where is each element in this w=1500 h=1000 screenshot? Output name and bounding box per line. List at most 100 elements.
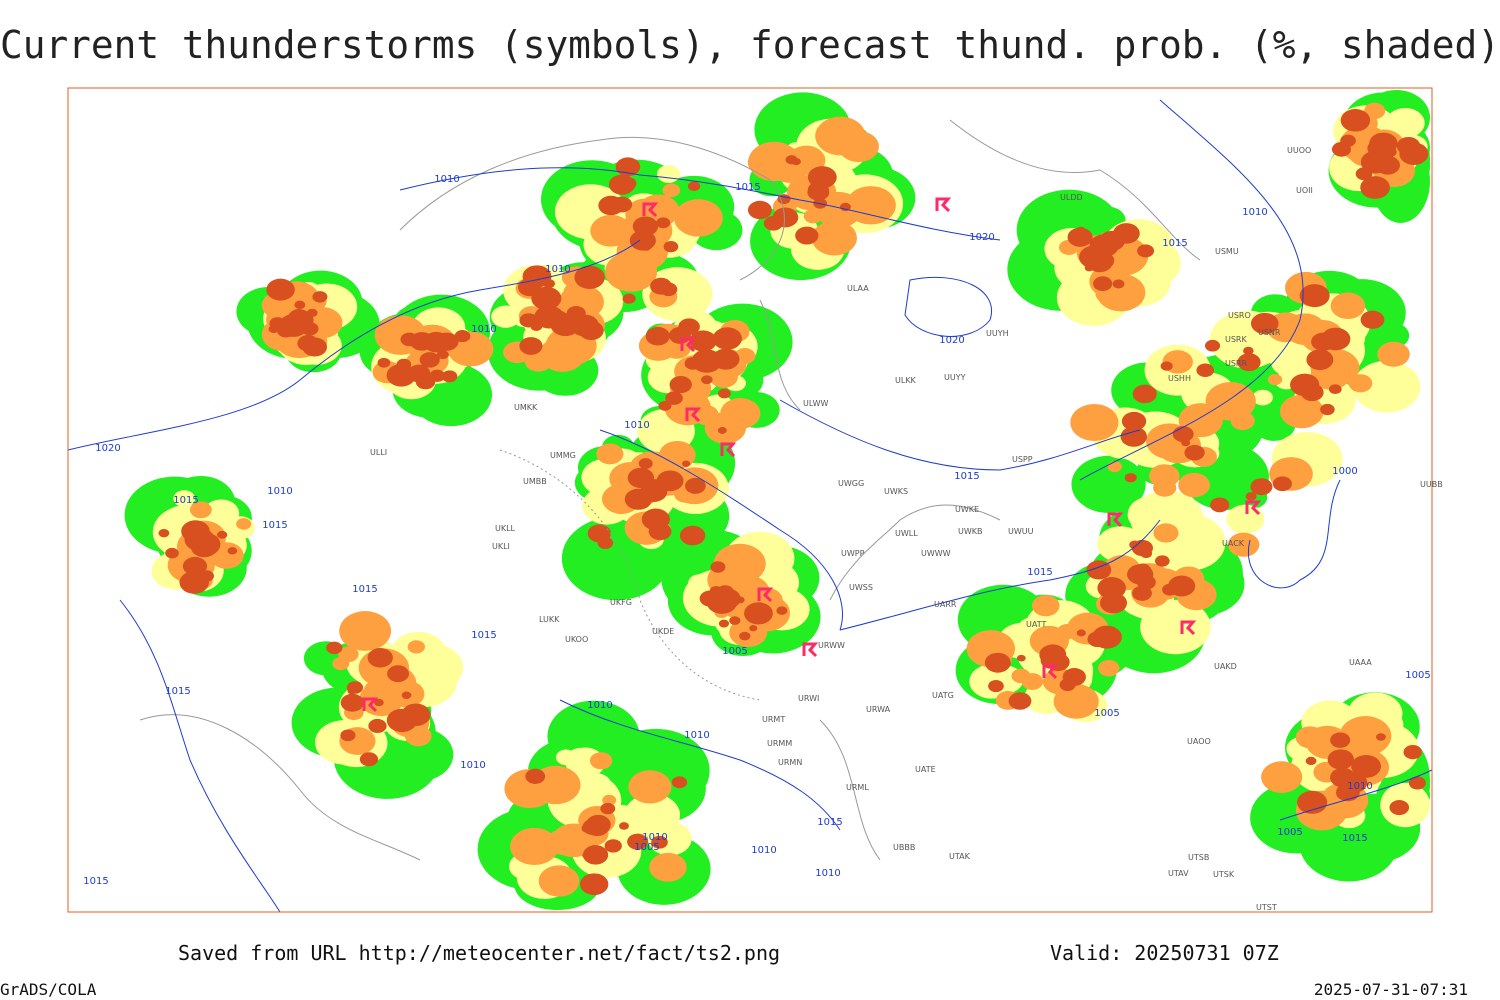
shade-blob: [840, 202, 851, 212]
station-label: UUOO: [1287, 146, 1311, 155]
shade-blob: [401, 691, 412, 700]
shade-blob: [1160, 361, 1173, 371]
isobar: [119, 599, 281, 913]
station-label: UMMG: [550, 451, 576, 460]
isobar: [1079, 99, 1304, 481]
shade-blob: [574, 265, 605, 290]
shade-blob: [402, 652, 435, 677]
shade-blob: [359, 752, 379, 767]
shade-blob: [1346, 777, 1359, 787]
shade-blob: [165, 547, 179, 559]
station-label: UTAV: [1168, 869, 1189, 878]
shade-blob: [649, 852, 687, 882]
shade-blob: [1127, 564, 1154, 585]
station-label: USMU: [1215, 247, 1239, 256]
station-label: USRR: [1225, 359, 1247, 368]
shade-blob: [638, 458, 653, 469]
isobar-label: 1015: [1027, 567, 1052, 578]
shade-blob: [662, 183, 681, 198]
isobar-label: 1020: [95, 443, 120, 454]
shade-blob: [713, 543, 766, 584]
shade-blob: [712, 327, 742, 350]
shade-blob: [346, 681, 364, 694]
probability-shading: [124, 90, 1431, 910]
isobar: [559, 699, 841, 831]
shade-blob: [1267, 374, 1283, 386]
shade-blob: [627, 833, 648, 850]
station-label: UUBB: [1420, 480, 1443, 489]
title: Current thunderstorms (symbols), forecas…: [0, 23, 1500, 67]
shade-blob: [1250, 312, 1279, 335]
shade-blob: [1031, 595, 1060, 617]
shade-blob: [578, 320, 604, 341]
isobar-label: 1015: [471, 630, 496, 641]
storm-symbol: [642, 202, 659, 218]
station-label: UTSB: [1188, 853, 1209, 862]
shade-blob: [674, 199, 723, 237]
isobar: [599, 429, 843, 631]
shade-blob: [419, 352, 440, 368]
shade-blob: [739, 631, 751, 641]
shade-blob: [1306, 349, 1334, 371]
shade-blob: [629, 230, 656, 251]
shade-blob: [374, 698, 384, 707]
shade-blob: [718, 388, 731, 399]
station-label: UAOO: [1187, 737, 1211, 746]
coastline: [759, 299, 801, 411]
shade-blob: [1376, 733, 1386, 741]
shade-blob: [718, 619, 730, 628]
shade-blob: [1328, 384, 1342, 395]
shade-blob: [622, 293, 636, 304]
shade-blob: [404, 725, 432, 747]
shade-blob: [1091, 625, 1122, 649]
shade-blob: [818, 168, 831, 179]
shade-blob: [689, 330, 717, 352]
isobar-label: 1015: [352, 584, 377, 595]
shade-blob: [1389, 799, 1410, 816]
shade-blob: [266, 278, 295, 301]
shade-blob: [302, 337, 328, 357]
shade-blob: [1071, 455, 1146, 513]
isobar-label: 1015: [83, 876, 108, 887]
station-label: UWPP: [841, 549, 865, 558]
isobar: [1279, 769, 1433, 821]
isobar-label: 1010: [624, 420, 649, 431]
shade-blob: [608, 174, 636, 195]
shade-blob: [454, 330, 471, 343]
shade-blob: [1352, 360, 1421, 413]
shade-blob: [332, 657, 350, 671]
shade-blob: [658, 400, 672, 411]
station-label: USRK: [1225, 335, 1247, 344]
station-label: USPP: [1012, 455, 1033, 464]
shade-blob: [400, 332, 419, 347]
shade-blob: [1196, 363, 1215, 378]
shade-blob: [747, 200, 772, 220]
station-label: ULLI: [370, 448, 387, 457]
shade-blob: [387, 665, 410, 683]
shade-blob: [519, 337, 543, 355]
station-label: UKDE: [652, 627, 674, 636]
shade-blob: [1362, 152, 1389, 173]
station-label: ULKK: [895, 376, 917, 385]
map-frame: [67, 87, 1433, 913]
station-label: UACK: [1222, 539, 1245, 548]
map-labels: 1010 1015 1020 1010 1010 1020 1015 1020 1015 1015…: [83, 146, 1442, 912]
isobar: [904, 276, 992, 337]
station-label: UKFG: [610, 598, 632, 607]
station-label: URMN: [778, 758, 802, 767]
isobar-label: 1000: [1332, 466, 1357, 477]
isobar-label: 1020: [969, 232, 994, 243]
shade-blob: [1084, 264, 1094, 272]
shade-blob: [624, 488, 653, 510]
station-label: UWKE: [955, 505, 979, 514]
station-label: UWGG: [838, 479, 864, 488]
isobar-label: 1005: [1405, 670, 1430, 681]
station-label: UBBB: [893, 843, 915, 852]
shade-blob: [717, 426, 727, 434]
shade-blob: [602, 794, 617, 806]
shade-blob: [1243, 346, 1254, 355]
shade-blob: [1205, 381, 1256, 421]
station-label: UAKD: [1214, 662, 1237, 671]
shade-blob: [682, 460, 691, 467]
shade-blob: [340, 693, 365, 712]
